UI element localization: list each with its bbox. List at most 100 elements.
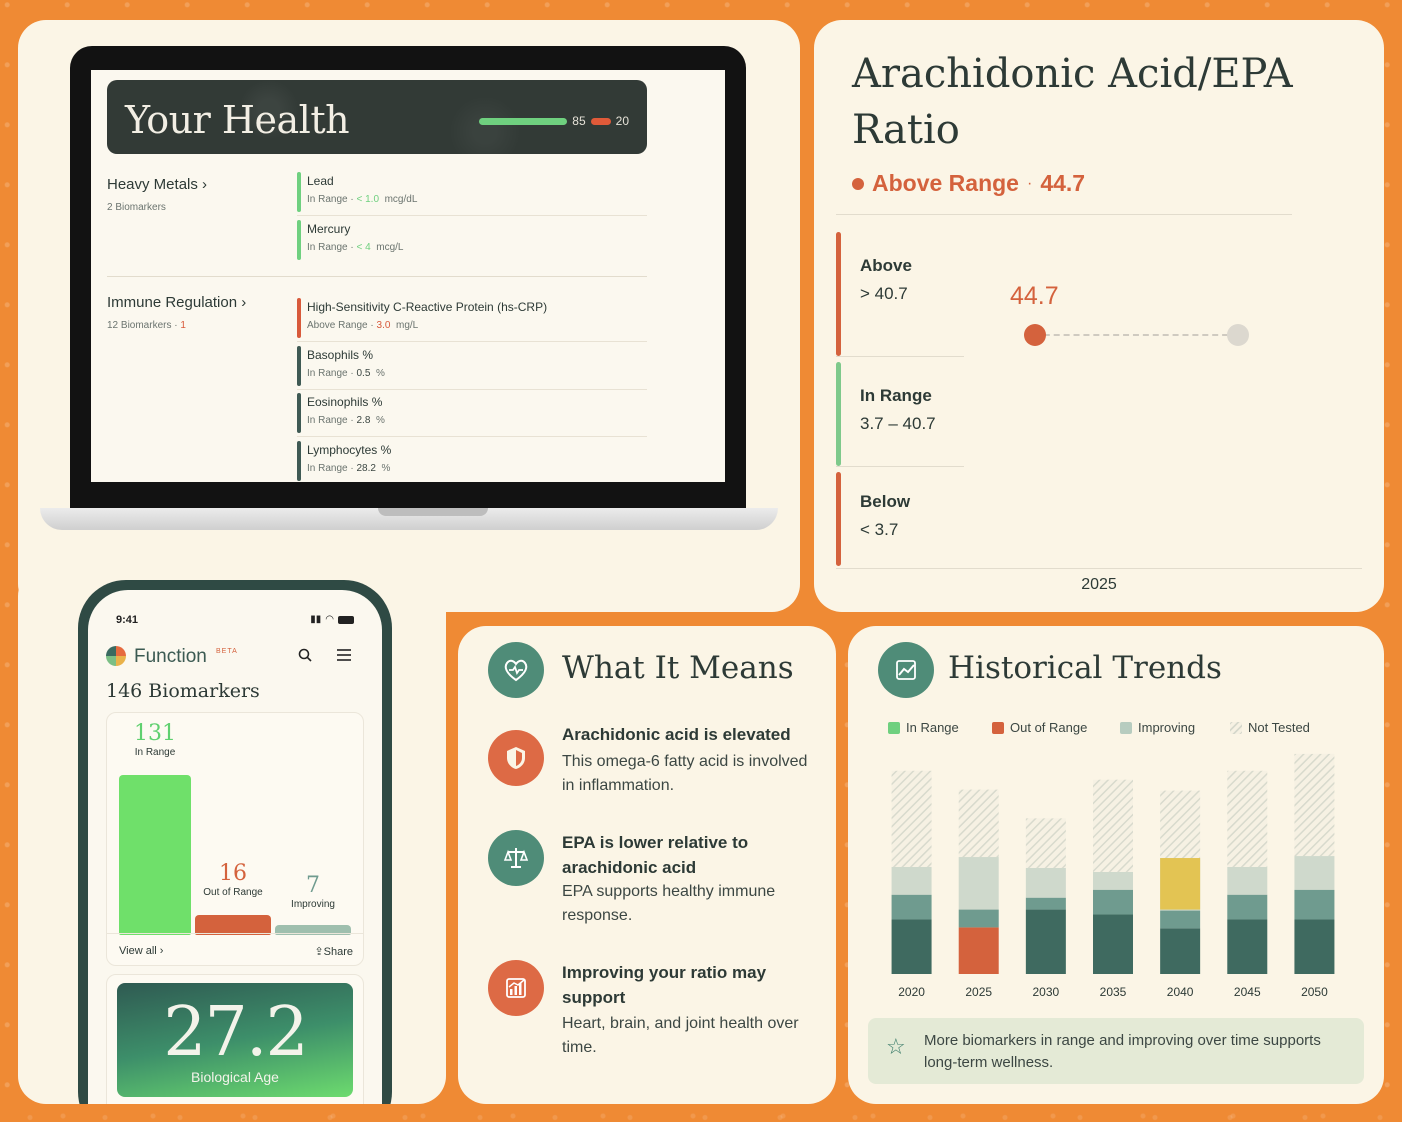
- point-text: Heart, brain, and joint health over time…: [562, 1015, 799, 1056]
- current-value: 44.7: [1010, 282, 1059, 310]
- shield-icon: [488, 730, 544, 786]
- battery-icon: [338, 615, 354, 624]
- heart-icon: [488, 642, 544, 698]
- biomarker-name: High-Sensitivity C-Reactive Protein (hs-…: [307, 300, 548, 314]
- biomarker-title: Arachidonic Acid/EPA Ratio: [852, 51, 1293, 153]
- bar-segment: [1160, 910, 1201, 929]
- bar-segment: [1160, 790, 1201, 859]
- share-icon: ⇪: [314, 946, 324, 958]
- divider: [836, 568, 1362, 569]
- bar-segment: [1227, 919, 1268, 974]
- wifi-icon: ◠: [325, 614, 334, 625]
- bar-segment: [1294, 856, 1335, 890]
- biomarker-row[interactable]: Basophils % In Range · 0.5 %: [297, 346, 647, 390]
- biomarker-row[interactable]: High-Sensitivity C-Reactive Protein (hs-…: [297, 298, 647, 342]
- phone-screen: 9:41 ▮▮ ◠ Function BETA 146 Biomarkers 1…: [88, 590, 382, 1104]
- bar-segment: [891, 894, 932, 920]
- biomarker-status: In Range · 28.2 %: [307, 463, 391, 474]
- biomarker-row[interactable]: Mercury In Range · < 4 mcg/L: [297, 220, 647, 264]
- in-range-count: 85: [572, 114, 586, 128]
- status-badge: Above Range · 44.7: [852, 170, 1085, 197]
- category-count: 2 Biomarkers: [107, 202, 166, 213]
- status-label: Above Range: [872, 170, 1019, 196]
- bar-segment: [891, 770, 932, 867]
- divider: [836, 214, 1292, 215]
- bar-segment: [958, 789, 999, 858]
- category-heavy-metals[interactable]: Heavy Metals ›: [107, 176, 207, 193]
- biomarker-name: Mercury: [307, 222, 351, 236]
- legend-label: Not Tested: [1248, 720, 1310, 735]
- bar-segment: [1025, 867, 1066, 898]
- bar-segment: [958, 909, 999, 928]
- bar-segment: [1093, 779, 1133, 872]
- x-tick-label: 2045: [1234, 985, 1261, 999]
- legend-out-of-range: Out of Range: [992, 720, 1087, 735]
- biomarker-status: In Range · 2.8 %: [307, 415, 385, 426]
- biological-age-label: Biological Age: [191, 1069, 279, 1085]
- category-title: Immune Regulation: [107, 294, 238, 311]
- biomarker-status: In Range · < 4 mcg/L: [307, 242, 404, 253]
- out-range-count: 16: [219, 861, 247, 886]
- biomarker-row[interactable]: Lead In Range · < 1.0 mcg/dL: [297, 172, 647, 216]
- ratio-card: Arachidonic Acid/EPA Ratio Above Range ·…: [814, 20, 1384, 612]
- legend-swatch: [1230, 721, 1242, 734]
- share-button[interactable]: ⇪Share: [314, 945, 353, 958]
- laptop-base: [40, 508, 778, 530]
- bar-segment: [1160, 858, 1201, 910]
- laptop-card: Your Health 85 20 Heavy Metals › 2 Bioma…: [18, 20, 800, 612]
- chevron-right-icon: ›: [241, 294, 247, 311]
- biomarker-name: Lymphocytes %: [307, 443, 392, 457]
- band-range: 3.7 – 40.7: [860, 414, 936, 433]
- chevron-right-icon: ›: [202, 176, 208, 193]
- legend-label: Out of Range: [1010, 720, 1088, 735]
- brand-name: Function: [134, 646, 207, 667]
- laptop-frame: Your Health 85 20 Heavy Metals › 2 Bioma…: [70, 46, 746, 510]
- separator: ·: [1026, 174, 1033, 192]
- status-dot-icon: [852, 177, 864, 190]
- bar-segment: [891, 919, 932, 974]
- status-time: 9:41: [116, 614, 139, 626]
- menu-icon[interactable]: [336, 648, 352, 667]
- bar-segment: [1294, 753, 1335, 857]
- legend-in-range: In Range: [888, 720, 959, 735]
- what-it-means-card: What It Means Arachidonic acid is elevat…: [458, 626, 836, 1104]
- improving-label: Improving: [291, 899, 335, 910]
- phone-card: 9:41 ▮▮ ◠ Function BETA 146 Biomarkers 1…: [18, 568, 446, 1104]
- bar-segment: [958, 857, 999, 910]
- improving-bar: [275, 925, 351, 935]
- scale-icon: [488, 830, 544, 886]
- divider: [836, 356, 964, 357]
- x-tick-label: 2035: [1100, 985, 1127, 999]
- band-in-range: In Range 3.7 – 40.7: [836, 362, 964, 466]
- biomarker-row[interactable]: Lymphocytes % In Range · 28.2 %: [297, 441, 647, 482]
- trend-line-icon: [878, 642, 934, 698]
- band-below: Below < 3.7: [836, 472, 964, 566]
- beta-badge: BETA: [216, 648, 238, 655]
- bar-segment: [958, 927, 999, 974]
- biological-age-card[interactable]: 27.2 Biological Age: [117, 983, 353, 1097]
- in-range-count: 131: [134, 721, 176, 746]
- search-icon[interactable]: [298, 648, 312, 665]
- biomarker-name: Basophils %: [307, 348, 374, 362]
- out-range-bar: [195, 915, 271, 935]
- biological-age-panel: 27.2 Biological Age: [106, 974, 364, 1104]
- legend-swatch: [1120, 721, 1132, 734]
- score-summary: 85 20: [479, 114, 629, 128]
- in-range-bar: [119, 775, 191, 935]
- point-text: This omega-6 fatty acid is involved in i…: [562, 753, 808, 794]
- biomarker-name: Lead: [307, 174, 334, 188]
- bar-segment: [1294, 889, 1335, 920]
- bar-segment: [1025, 909, 1066, 974]
- category-immune-regulation[interactable]: Immune Regulation ›: [107, 294, 246, 311]
- legend-swatch: [888, 721, 900, 734]
- bar-segment: [891, 866, 932, 895]
- next-point: [1227, 324, 1249, 346]
- section-title: Historical Trends: [948, 650, 1222, 686]
- view-all-link[interactable]: View all ›: [119, 945, 164, 957]
- bar-segment: [1227, 866, 1268, 895]
- bar-segment: [1093, 871, 1133, 890]
- biomarker-row[interactable]: Eosinophils % In Range · 2.8 %: [297, 393, 647, 437]
- year-label: 2025: [1081, 576, 1117, 593]
- signal-icon: ▮▮: [310, 614, 322, 625]
- current-point[interactable]: [1024, 324, 1046, 346]
